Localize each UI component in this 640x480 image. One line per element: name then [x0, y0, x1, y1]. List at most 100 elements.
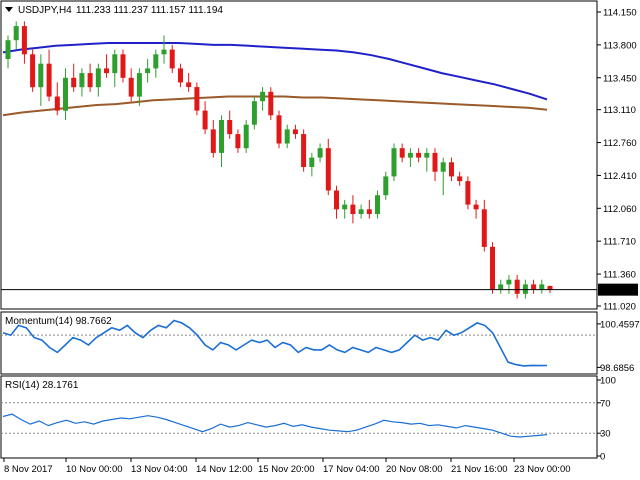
- candle-body: [539, 284, 545, 290]
- candle-body: [424, 152, 430, 158]
- time-tick-label: 10 Nov 00:00: [66, 464, 123, 475]
- candle-body: [13, 26, 19, 41]
- candle-body: [473, 204, 479, 210]
- price-pane: USDJPY,H4 111.233 111.237 111.157 111.19…: [0, 0, 638, 313]
- price-tick-label: 112.760: [603, 138, 637, 149]
- rsi-pane: RSI(14) 28.1761 100 70 30 0: [0, 375, 616, 463]
- price-tick-label: 113.800: [603, 40, 637, 51]
- symbol-title: USDJPY,H4: [18, 5, 72, 16]
- candle-body: [490, 246, 495, 290]
- time-tick-label: 20 Nov 08:00: [386, 464, 443, 475]
- rsi-pane-frame: [0, 375, 598, 459]
- candlesticks: [5, 21, 553, 299]
- candle-body: [5, 40, 11, 59]
- candle-body: [350, 204, 356, 214]
- candle-body: [284, 129, 290, 144]
- candle-body: [112, 54, 118, 74]
- rsi-title: RSI(14) 28.1761: [5, 380, 79, 391]
- current-price-tag: [598, 283, 638, 296]
- rsi-series: [2, 413, 548, 438]
- candle-body: [506, 279, 512, 285]
- current-price-label: 111.194: [601, 285, 634, 296]
- price-pane-frame: [0, 0, 598, 310]
- candle-body: [547, 286, 553, 290]
- rsi-tick-label: 70: [600, 398, 611, 409]
- candle-body: [276, 115, 282, 144]
- candle-body: [38, 63, 44, 88]
- momentum-pane: Momentum(14) 98.7662 100.4597 98.6856: [0, 311, 640, 375]
- candle-body: [407, 152, 413, 158]
- candle-body: [227, 120, 233, 135]
- current-price-line: 111.194: [1, 283, 638, 296]
- candle-body: [54, 96, 60, 111]
- price-tick-label: 111.020: [603, 302, 636, 313]
- time-axis: 8 Nov 2017 10 Nov 00:00 13 Nov 04:00 14 Nov…: [3, 458, 571, 475]
- candle-body: [153, 54, 159, 69]
- ma-slow-line: [2, 95, 548, 117]
- candle-body: [531, 284, 537, 290]
- candle-body: [202, 110, 208, 130]
- price-tick-label: 113.110: [603, 105, 636, 116]
- candle-body: [128, 77, 134, 97]
- candle-body: [449, 162, 454, 177]
- time-tick-label: 17 Nov 04:00: [323, 464, 380, 475]
- candle-body: [87, 73, 93, 88]
- candle-body: [243, 124, 249, 149]
- momentum-title: Momentum(14) 98.7662: [5, 316, 112, 327]
- candle-body: [375, 195, 380, 214]
- triangle-down-icon[interactable]: [5, 7, 13, 12]
- rsi-y-axis: 100 70 30 0: [1, 376, 616, 463]
- momentum-pane-frame: [0, 311, 598, 375]
- candle-body: [219, 120, 224, 153]
- ohlc-readout: 111.233 111.237 111.157 111.194: [76, 5, 223, 16]
- candle-body: [186, 82, 192, 88]
- candle-body: [481, 209, 487, 247]
- momentum-tick-label: 100.4597: [600, 319, 640, 330]
- price-tick-label: 114.150: [603, 8, 637, 19]
- time-tick-label: 8 Nov 2017: [4, 464, 53, 475]
- time-tick-label: 23 Nov 00:00: [514, 464, 571, 475]
- candle-body: [358, 209, 364, 214]
- candle-body: [194, 87, 200, 111]
- candle-body: [169, 49, 175, 69]
- candle-body: [366, 209, 372, 214]
- rsi-tick-label: 30: [600, 429, 611, 440]
- candle-body: [79, 73, 85, 88]
- candle-body: [145, 68, 151, 74]
- candle-body: [465, 181, 471, 205]
- candle-body: [210, 129, 216, 153]
- candle-body: [46, 63, 52, 97]
- candle-body: [21, 26, 27, 55]
- candle-body: [136, 73, 142, 97]
- price-tick-label: 112.060: [603, 204, 637, 215]
- ma-fast-line: [2, 42, 548, 101]
- rsi-tick-label: 100: [600, 376, 616, 387]
- candle-body: [514, 279, 520, 294]
- candle-body: [301, 134, 307, 167]
- momentum-series: [2, 319, 548, 367]
- candle-body: [432, 152, 438, 172]
- candle-body: [260, 91, 266, 102]
- price-tick-label: 111.360: [603, 270, 636, 281]
- price-y-axis: 114.150 113.800 113.450 113.110 112.760 112.4…: [597, 8, 637, 313]
- candle-body: [63, 77, 68, 111]
- candle-body: [317, 148, 323, 158]
- candle-body: [30, 54, 36, 88]
- candle-body: [104, 68, 109, 74]
- rsi-tick-label: 0: [600, 452, 605, 463]
- candle-body: [334, 190, 339, 210]
- candle-body: [498, 284, 504, 290]
- candle-body: [178, 68, 183, 83]
- time-tick-label: 14 Nov 12:00: [196, 464, 253, 475]
- time-tick-label: 21 Nov 16:00: [451, 464, 508, 475]
- candle-body: [235, 134, 241, 149]
- momentum-tick-label: 98.6856: [600, 363, 634, 374]
- candle-body: [120, 54, 126, 78]
- candle-body: [457, 176, 463, 182]
- candle-body: [391, 148, 397, 177]
- moving-averages: [2, 42, 548, 117]
- candle-body: [268, 91, 274, 116]
- candle-body: [383, 176, 389, 196]
- candle-body: [292, 129, 298, 135]
- candle-body: [251, 101, 257, 125]
